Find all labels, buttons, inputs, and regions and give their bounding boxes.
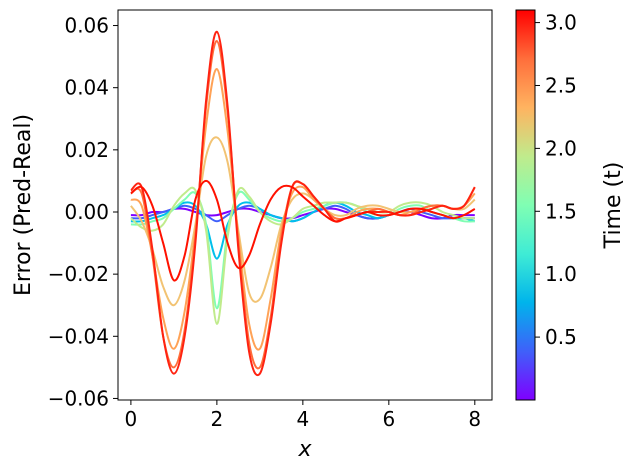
colorbar-tick-label: 2.0 (545, 136, 577, 160)
colorbar-tick-label: 1.0 (545, 262, 577, 286)
x-tick-label: 2 (211, 407, 224, 431)
series-line-3 (130, 190, 475, 310)
colorbar-ticks: 0.5 1.0 1.5 2.0 2.5 3.0 (535, 11, 577, 349)
x-tick-label: 0 (125, 407, 138, 431)
series-line-9 (130, 179, 476, 282)
x-tick-label: 6 (382, 407, 395, 431)
colorbar-tick-label: 1.5 (545, 199, 577, 223)
x-tick-label: 8 (468, 407, 481, 431)
plot-area: 0 2 4 6 8 −0.06 −0.04 −0.02 0.00 0.02 0.04 0.06 (48, 9, 493, 431)
y-tick-label: 0.04 (64, 76, 109, 100)
y-tick-label: −0.04 (48, 324, 109, 348)
series-line-6 (130, 68, 476, 351)
x-tick-label: 4 (296, 407, 309, 431)
series-line-0 (130, 207, 475, 220)
y-axis-ticks: −0.06 −0.04 −0.02 0.00 0.02 0.04 0.06 (48, 14, 118, 410)
colorbar-tick-label: 2.5 (545, 73, 577, 97)
colorbar: 0.5 1.0 1.5 2.0 2.5 3.0 Time (t) (515, 9, 626, 401)
y-tick-label: −0.06 (48, 386, 109, 410)
y-axis-label: Error (Pred-Real) (11, 114, 36, 296)
colorbar-tick-label: 3.0 (545, 11, 577, 35)
y-tick-label: 0.00 (64, 200, 109, 224)
colorbar-gradient (515, 9, 536, 401)
x-axis-ticks: 0 2 4 6 8 (125, 400, 481, 431)
colorbar-label: Time (t) (601, 162, 626, 250)
x-axis-label: x (297, 437, 312, 462)
plot-border (117, 9, 493, 401)
y-tick-label: −0.02 (48, 262, 109, 286)
colorbar-tick-label: 0.5 (545, 325, 577, 349)
y-tick-label: 0.02 (64, 138, 109, 162)
y-tick-label: 0.06 (64, 14, 109, 38)
series-lines (130, 30, 476, 377)
series-line-4 (130, 186, 475, 325)
